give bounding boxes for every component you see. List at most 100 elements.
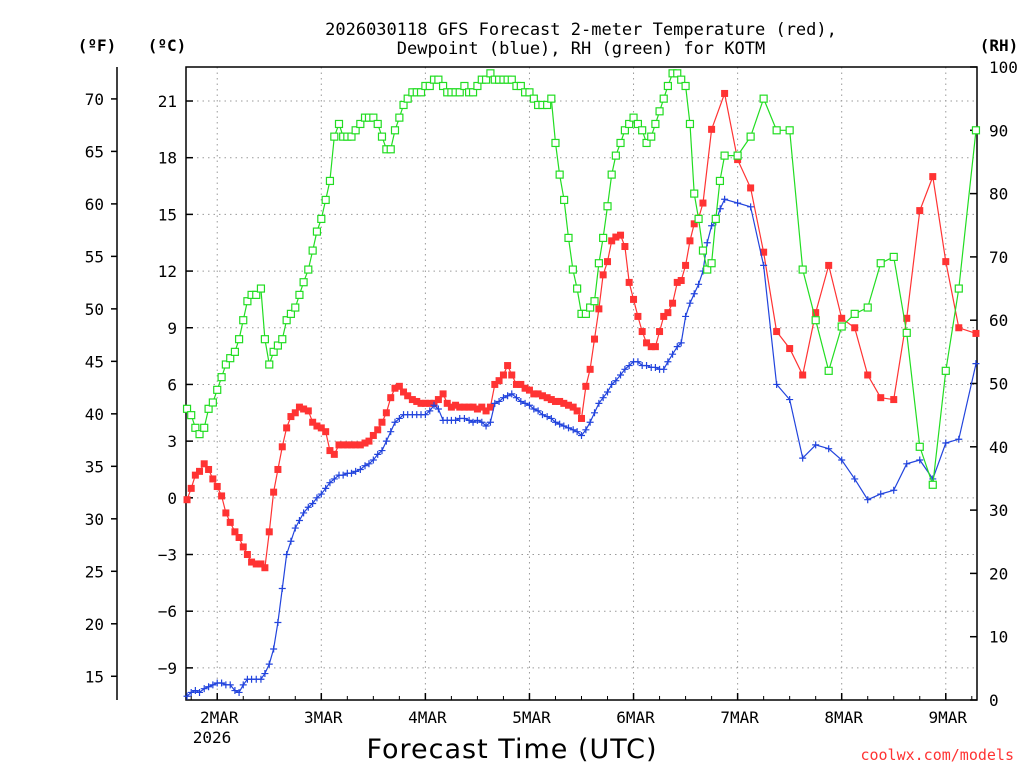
c-tick-label: 0 (167, 489, 177, 508)
dewpoint-point (664, 358, 672, 366)
temperature-point (634, 312, 642, 320)
temperature-point (669, 299, 677, 307)
temperature-point (851, 324, 859, 332)
temperature-point (222, 509, 230, 517)
temperature-point (573, 407, 581, 415)
dewpoint-point (734, 199, 742, 207)
rh-point (481, 75, 491, 84)
dewpoint-point (356, 465, 364, 473)
f-tick-label: 45 (85, 352, 104, 371)
rh-point (915, 442, 924, 451)
temperature-point (591, 335, 599, 343)
f-tick-label: 25 (85, 562, 104, 581)
dewpoint-point (365, 460, 373, 468)
temperature-point (200, 460, 208, 468)
c-tick-label: 12 (158, 262, 177, 281)
rh-point (208, 398, 217, 407)
dewpoint-point (669, 350, 677, 358)
rh-point (746, 132, 755, 141)
temperature-point (538, 392, 546, 400)
dewpoint-point (686, 299, 694, 307)
c-tick-label: 6 (167, 375, 177, 394)
dewpoint-point (747, 203, 755, 211)
x-tick-label: 6MAR (616, 708, 655, 727)
temperature-point (499, 371, 507, 379)
dewpoint-point (690, 290, 698, 298)
rh-point (187, 411, 196, 420)
temperature-point (512, 380, 520, 388)
dewpoint-point (499, 394, 507, 402)
rh-point (941, 366, 950, 375)
rh-point (633, 119, 643, 129)
rh-point (824, 366, 833, 375)
f-tick-label: 20 (85, 615, 104, 634)
rh-point (299, 278, 308, 287)
temperature-point (465, 403, 473, 411)
dewpoint-point (495, 397, 503, 405)
dewpoint-point (530, 405, 538, 413)
rh-point (416, 88, 426, 97)
dewpoint-line (186, 198, 977, 697)
rh-point (308, 246, 317, 255)
temperature-point (291, 409, 299, 417)
temperature-point (647, 343, 655, 351)
temperature-point (209, 475, 217, 483)
dewpoint-point (573, 428, 581, 436)
rh-point (603, 202, 612, 211)
rh-point (234, 335, 244, 344)
dewpoint-point (183, 692, 191, 700)
temperature-point (530, 390, 538, 398)
dewpoint-point (773, 380, 781, 388)
dewpoint-point (578, 431, 585, 439)
dewpoint-point (460, 414, 468, 422)
dewpoint-point (469, 418, 477, 426)
rh-point (620, 126, 630, 135)
dewpoint-point (617, 371, 625, 379)
dewpoint-point (543, 413, 551, 421)
x-axis-title: Forecast Time (UTC) (366, 734, 657, 765)
dewpoint-point (634, 358, 642, 366)
temperature-point (278, 443, 286, 451)
rh-point (403, 94, 412, 103)
dewpoint-point (395, 414, 403, 422)
rh-point (217, 373, 226, 382)
temperature-point (295, 403, 303, 411)
temperature-point (404, 392, 412, 400)
temperature-point (673, 278, 681, 286)
dewpoint-point (231, 687, 239, 695)
dewpoint-point (374, 450, 382, 458)
dewpoint-point (330, 475, 338, 483)
dewpoint-point (660, 365, 668, 373)
temperature-point (604, 258, 612, 266)
temperature-point (374, 426, 382, 434)
dewpoint-point (799, 454, 807, 462)
gridlines (186, 67, 977, 700)
rh-unit-label: (RH) (980, 36, 1019, 55)
temperature-point (387, 394, 395, 402)
temperature-point (747, 184, 755, 192)
dewpoint-point (473, 416, 481, 424)
rh-point (516, 81, 525, 91)
rh-tick-label: 50 (989, 375, 1008, 394)
temperature-point (630, 295, 638, 303)
rh-point (273, 341, 283, 350)
dewpoint-point (200, 685, 208, 693)
dewpoint-point (218, 679, 226, 687)
temperature-point (191, 471, 199, 479)
temperature-point (261, 564, 269, 572)
dewpoint-point (595, 399, 603, 407)
data-series (182, 69, 981, 700)
temperature-point (478, 403, 486, 411)
temperature-point (677, 277, 685, 285)
dewpoint-point (582, 426, 590, 434)
temperature-point (551, 397, 559, 405)
rh-point (611, 151, 620, 160)
rh-point (594, 259, 603, 268)
temperature-point (231, 528, 239, 536)
temperature-point (491, 380, 499, 388)
rh-point (455, 88, 464, 97)
temperature-point (218, 492, 226, 500)
temperature-point (760, 248, 768, 256)
dewpoint-point (283, 551, 291, 559)
rh-point (182, 404, 192, 413)
